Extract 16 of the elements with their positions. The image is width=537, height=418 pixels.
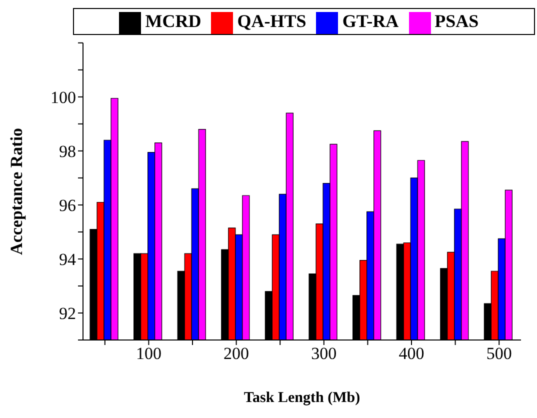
x-tick-label: 100 xyxy=(136,344,162,364)
y-axis-title: Acceptance Ratio xyxy=(7,128,26,255)
x-tick-label: 500 xyxy=(486,344,512,364)
legend-label: GT-RA xyxy=(342,11,399,31)
y-tick-label: 92 xyxy=(59,304,76,324)
y-tick-label: 98 xyxy=(59,142,76,161)
y-tick-label: 96 xyxy=(59,196,76,215)
y-tick-label: 94 xyxy=(59,250,76,269)
x-tick-label: 300 xyxy=(311,344,337,364)
legend-label: PSAS xyxy=(434,11,479,31)
x-axis-title: Task Length (Mb) xyxy=(244,390,360,406)
y-tick-label: 100 xyxy=(50,88,76,107)
x-tick-label: 400 xyxy=(398,344,424,364)
x-tick-label: 200 xyxy=(224,344,250,364)
legend-label: QA-HTS xyxy=(237,11,306,31)
legend-label: MCRD xyxy=(145,11,202,31)
